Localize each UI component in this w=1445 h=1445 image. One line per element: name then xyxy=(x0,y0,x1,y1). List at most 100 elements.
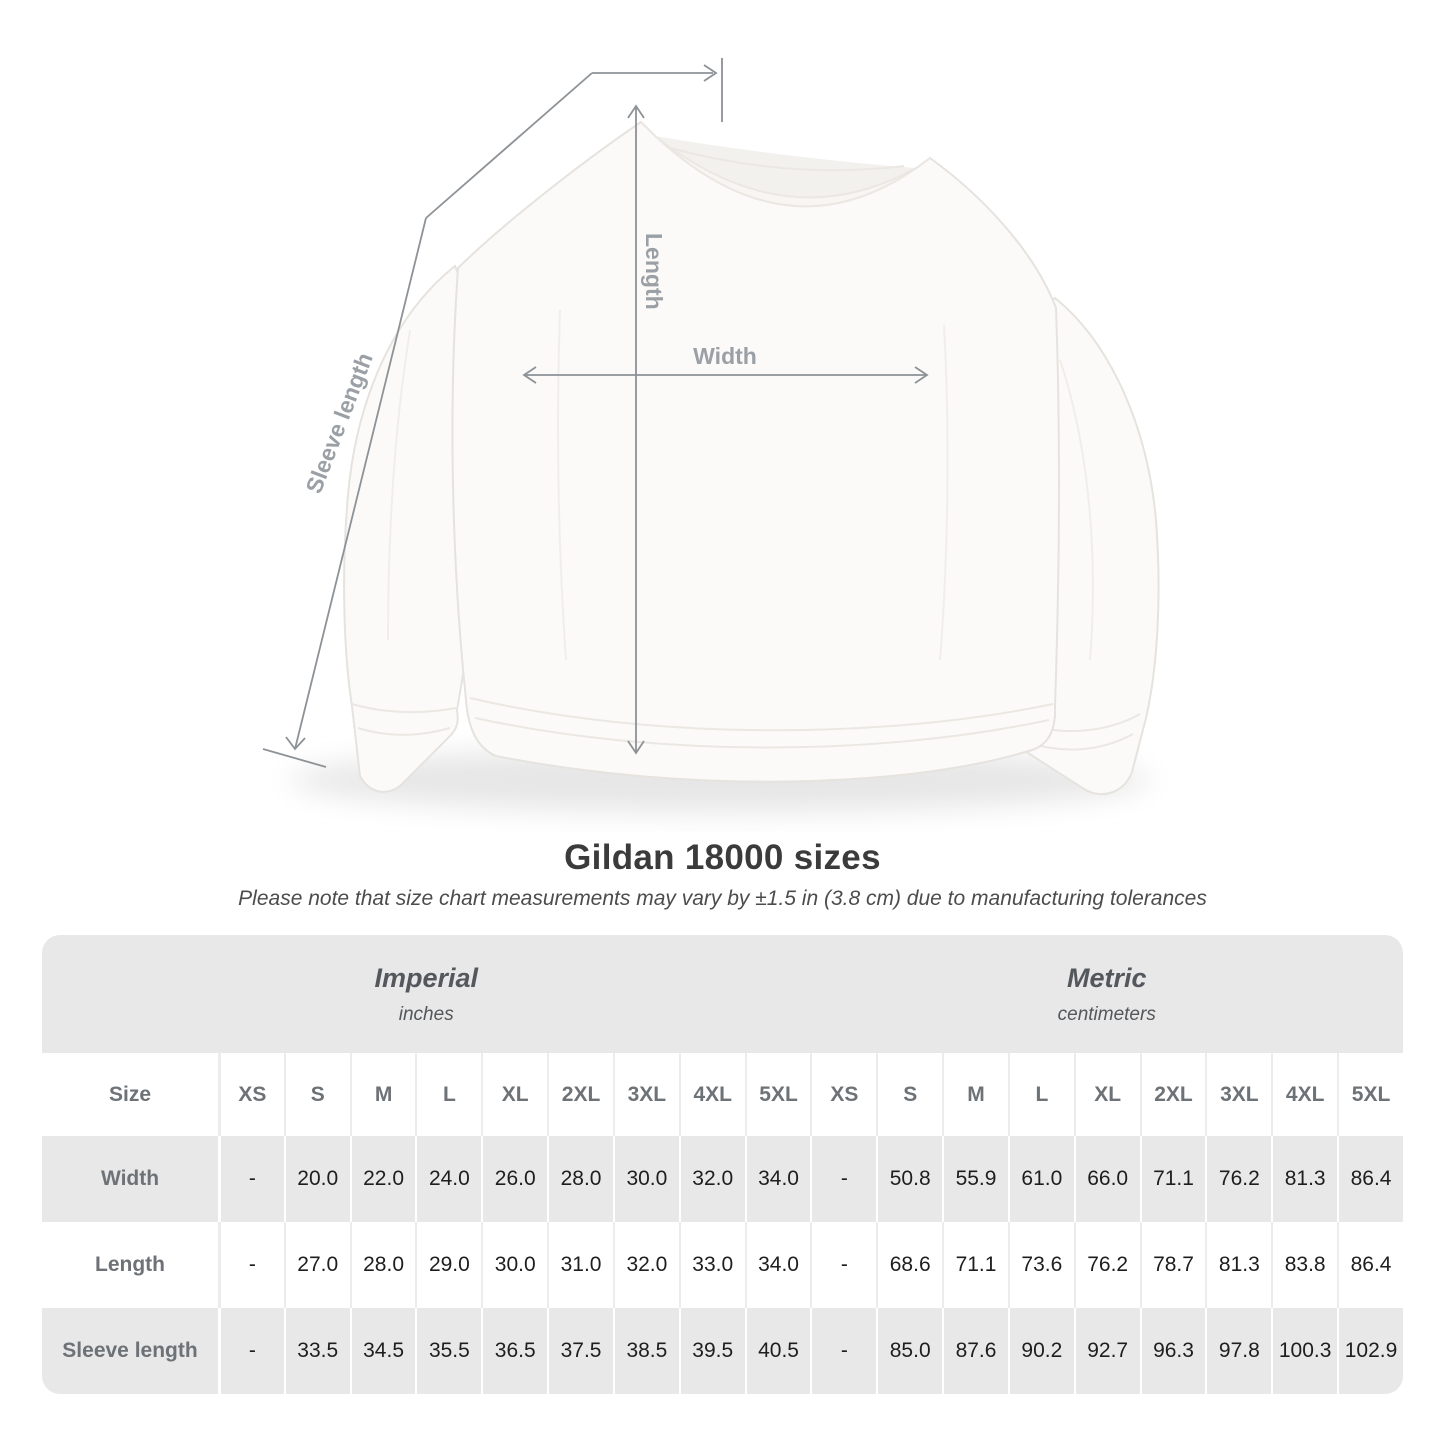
value-cell: 37.5 xyxy=(547,1308,613,1394)
size-header: 4XL xyxy=(1271,1053,1338,1136)
body-panel xyxy=(451,120,1060,783)
size-header: XS xyxy=(810,1053,877,1136)
size-header: 2XL xyxy=(547,1053,613,1136)
value-cell: 34.0 xyxy=(744,1136,811,1222)
value-cell: 26.0 xyxy=(481,1136,548,1222)
table-row-sleeve-length: Sleeve length - 33.5 34.5 35.5 36.5 37.5… xyxy=(42,1308,1403,1394)
value-cell: 86.4 xyxy=(1337,1136,1403,1222)
value-cell: 96.3 xyxy=(1139,1308,1206,1394)
value-cell: - xyxy=(810,1136,877,1222)
size-header: XS xyxy=(218,1053,284,1136)
value-cell: 36.5 xyxy=(481,1308,548,1394)
value-cell: 61.0 xyxy=(1007,1136,1074,1222)
value-cell: 97.8 xyxy=(1205,1308,1272,1394)
imperial-title: Imperial xyxy=(374,962,478,993)
value-cell: 76.2 xyxy=(1205,1136,1272,1222)
value-cell: 71.1 xyxy=(942,1222,1008,1308)
width-dimension-line xyxy=(522,366,929,384)
row-header-sleeve-length: Sleeve length xyxy=(42,1308,218,1394)
value-cell: 27.0 xyxy=(283,1222,350,1308)
metric-unit: centimeters xyxy=(1057,1003,1156,1025)
sleeve-length-dimension-line xyxy=(262,58,723,768)
value-cell: 90.2 xyxy=(1007,1308,1074,1394)
size-chart-table: Imperial inches Metric centimeters Size … xyxy=(42,935,1403,1394)
size-header: 4XL xyxy=(678,1053,745,1136)
size-column-label: Size xyxy=(42,1053,218,1136)
value-cell: 32.0 xyxy=(678,1136,745,1222)
length-dimension-label: Length xyxy=(641,233,667,310)
value-cell: 83.8 xyxy=(1271,1222,1338,1308)
value-cell: 85.0 xyxy=(876,1308,943,1394)
value-cell: 29.0 xyxy=(415,1222,482,1308)
size-header: 3XL xyxy=(612,1053,679,1136)
value-cell: 81.3 xyxy=(1205,1222,1272,1308)
value-cell: 71.1 xyxy=(1139,1136,1206,1222)
table-row-length: Length - 27.0 28.0 29.0 30.0 31.0 32.0 3… xyxy=(42,1222,1403,1308)
length-dimension-line xyxy=(627,104,645,755)
value-cell: 66.0 xyxy=(1073,1136,1140,1222)
size-header: S xyxy=(876,1053,943,1136)
value-cell: - xyxy=(810,1222,877,1308)
table-row-width: Width - 20.0 22.0 24.0 26.0 28.0 30.0 32… xyxy=(42,1136,1403,1222)
size-chart: Imperial inches Metric centimeters Size … xyxy=(42,935,1403,1394)
value-cell: - xyxy=(218,1308,284,1394)
value-cell: 40.5 xyxy=(744,1308,811,1394)
size-header: L xyxy=(1007,1053,1074,1136)
value-cell: 39.5 xyxy=(678,1308,745,1394)
value-cell: 30.0 xyxy=(612,1136,679,1222)
value-cell: - xyxy=(218,1136,284,1222)
value-cell: 55.9 xyxy=(942,1136,1008,1222)
tolerance-note: Please note that size chart measurements… xyxy=(238,887,1207,910)
value-cell: 81.3 xyxy=(1271,1136,1338,1222)
size-header: 2XL xyxy=(1139,1053,1206,1136)
value-cell: - xyxy=(810,1308,877,1394)
value-cell: 78.7 xyxy=(1139,1222,1206,1308)
imperial-section-header: Imperial inches xyxy=(42,935,811,1053)
value-cell: 34.5 xyxy=(349,1308,416,1394)
value-cell: 68.6 xyxy=(876,1222,943,1308)
value-cell: 76.2 xyxy=(1073,1222,1140,1308)
value-cell: 87.6 xyxy=(942,1308,1008,1394)
value-cell: 24.0 xyxy=(415,1136,482,1222)
value-cell: 102.9 xyxy=(1337,1308,1403,1394)
value-cell: 22.0 xyxy=(349,1136,416,1222)
size-header: M xyxy=(349,1053,416,1136)
value-cell: 28.0 xyxy=(547,1136,613,1222)
unit-header-row: Imperial inches Metric centimeters xyxy=(42,935,1403,1053)
value-cell: 28.0 xyxy=(349,1222,416,1308)
row-header-width: Width xyxy=(42,1136,218,1222)
value-cell: 33.5 xyxy=(283,1308,350,1394)
row-header-length: Length xyxy=(42,1222,218,1308)
value-cell: - xyxy=(218,1222,284,1308)
value-cell: 33.0 xyxy=(678,1222,745,1308)
size-header: S xyxy=(283,1053,350,1136)
size-header: 3XL xyxy=(1205,1053,1272,1136)
value-cell: 35.5 xyxy=(415,1308,482,1394)
value-cell: 31.0 xyxy=(547,1222,613,1308)
value-cell: 34.0 xyxy=(744,1222,811,1308)
size-header: XL xyxy=(481,1053,548,1136)
metric-section-header: Metric centimeters xyxy=(810,935,1403,1053)
page-title: Gildan 18000 sizes xyxy=(564,838,881,877)
value-cell: 30.0 xyxy=(481,1222,548,1308)
value-cell: 92.7 xyxy=(1073,1308,1140,1394)
metric-title: Metric xyxy=(1066,962,1147,993)
value-cell: 73.6 xyxy=(1007,1222,1074,1308)
width-dimension-label: Width xyxy=(693,343,757,369)
sweatshirt-illustration: Length Width Sleeve length xyxy=(262,58,1160,812)
size-header: XL xyxy=(1073,1053,1140,1136)
value-cell: 32.0 xyxy=(612,1222,679,1308)
value-cell: 20.0 xyxy=(283,1136,350,1222)
neck-opening xyxy=(655,136,916,198)
value-cell: 86.4 xyxy=(1337,1222,1403,1308)
size-header-row: Size XS S M L XL 2XL 3XL 4XL 5XL XS S M … xyxy=(42,1053,1403,1136)
value-cell: 100.3 xyxy=(1271,1308,1338,1394)
value-cell: 50.8 xyxy=(876,1136,943,1222)
size-header: 5XL xyxy=(744,1053,811,1136)
size-header: M xyxy=(942,1053,1008,1136)
imperial-unit: inches xyxy=(398,1003,454,1025)
value-cell: 38.5 xyxy=(612,1308,679,1394)
size-header: L xyxy=(415,1053,482,1136)
product-measurement-diagram: Length Width Sleeve length xyxy=(262,58,1160,812)
size-header: 5XL xyxy=(1337,1053,1403,1136)
